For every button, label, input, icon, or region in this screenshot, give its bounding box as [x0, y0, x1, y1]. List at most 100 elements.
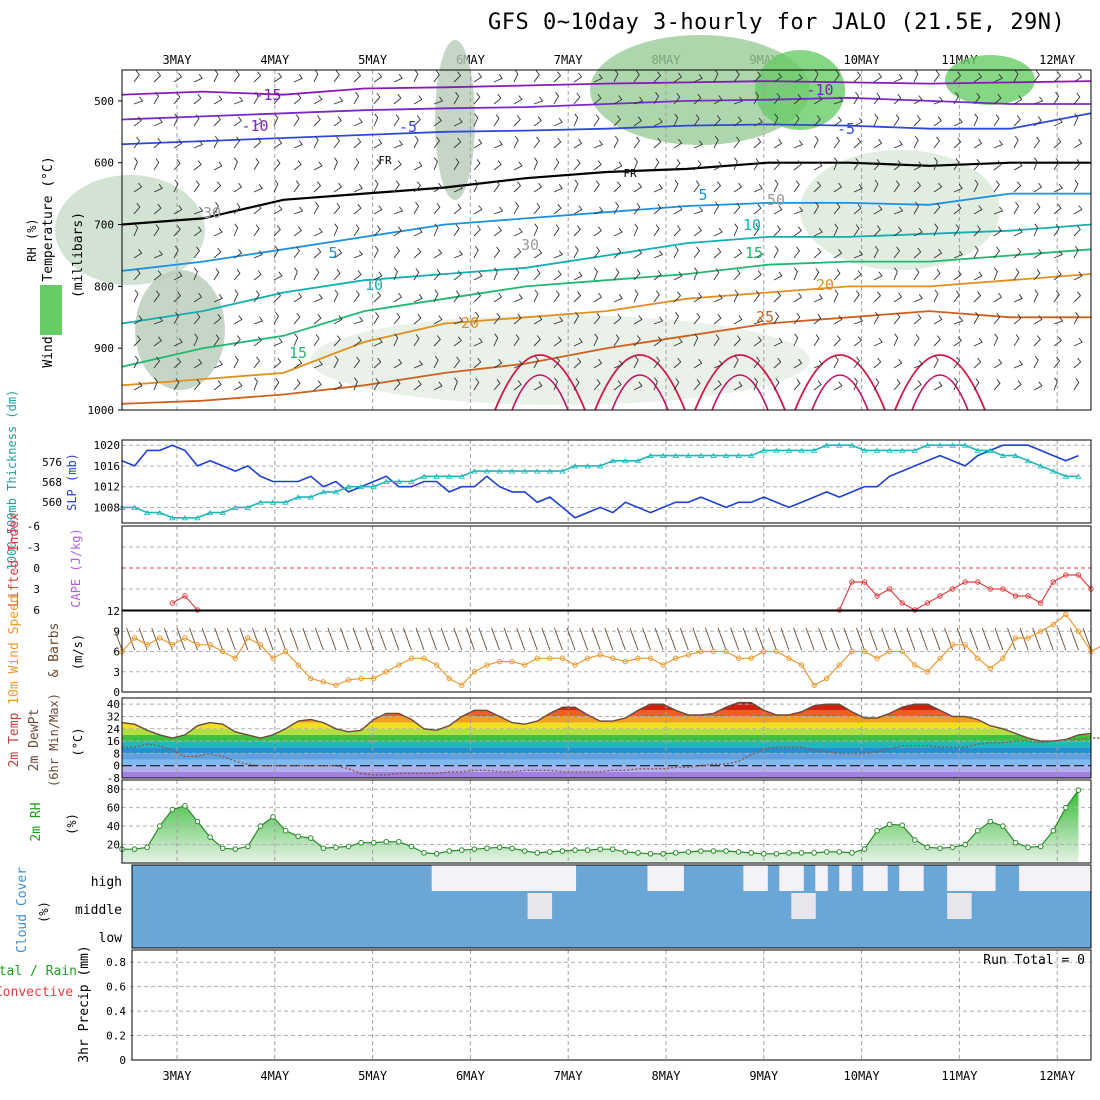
- isotherm-line: [121, 112, 1092, 146]
- wind-barb: [613, 115, 621, 127]
- wind-speed-marker: [446, 675, 452, 682]
- wind-barb: [993, 74, 1003, 83]
- thickness-marker: [181, 515, 189, 521]
- wind-barb: [133, 355, 139, 369]
- wind-barb: [453, 203, 462, 215]
- temp-band: [122, 722, 1091, 729]
- wind-barb: [953, 71, 962, 83]
- wind-speed-marker: [748, 655, 754, 661]
- wind-barb: [133, 248, 143, 259]
- wind-barb: [133, 96, 144, 105]
- wind-barb: [473, 337, 483, 347]
- cloud-cover-background: [132, 865, 1091, 948]
- wind-barb: [353, 224, 360, 237]
- wind-barb: [373, 138, 383, 149]
- wind-barb: [693, 292, 703, 303]
- wind-barb: [833, 116, 842, 127]
- date-label-top: 10MAY: [844, 53, 881, 67]
- wind-barb: [773, 271, 783, 281]
- wind-barb: [667, 627, 677, 651]
- wind-barb: [813, 334, 820, 347]
- wind-barb: [293, 206, 304, 215]
- wind-barb: [393, 160, 402, 171]
- temp-band: [122, 765, 1091, 772]
- wind-barb: [293, 312, 301, 325]
- wind-barb: [853, 137, 862, 149]
- wind-barb: [327, 627, 337, 651]
- wind-barb: [953, 316, 964, 325]
- precip-tick-label: 0.6: [106, 981, 126, 994]
- thickness-marker: [785, 447, 793, 453]
- wind-barb: [1044, 627, 1054, 651]
- wind-barb: [833, 289, 839, 303]
- wind-barb: [473, 113, 479, 127]
- cloud-high-cell: [563, 865, 577, 891]
- isotherm-line: [121, 223, 1092, 325]
- wind-speed-marker: [874, 655, 880, 661]
- wind-barb: [753, 137, 762, 149]
- wind-barb: [333, 157, 338, 171]
- wind-barb: [1033, 116, 1042, 127]
- wind-barb: [973, 378, 980, 391]
- wind-barb: [893, 312, 901, 325]
- wind-barb: [713, 95, 723, 105]
- wind-barb: [953, 224, 960, 237]
- wind-barb: [176, 627, 186, 651]
- wind-barb: [533, 355, 539, 369]
- isotherm-line: [494, 354, 586, 411]
- wind-barb: [173, 179, 179, 193]
- wind-barb: [173, 311, 180, 325]
- wind-barb: [253, 250, 264, 259]
- wind-ylabel-a: 10m Wind Speed: [7, 595, 22, 705]
- isotherm-line: [811, 374, 869, 411]
- wind-barb: [133, 136, 141, 149]
- lifted-index-marker: [924, 600, 931, 606]
- wind-barb: [933, 157, 938, 171]
- wind-barb: [213, 380, 222, 391]
- cloud-ylabel: Cloud Cover: [15, 867, 30, 953]
- thickness-marker: [370, 483, 377, 490]
- wind-barb: [906, 627, 916, 651]
- wind-barb: [513, 95, 523, 105]
- temp-tick-label: 24: [107, 723, 121, 736]
- wind-barb: [753, 117, 763, 127]
- wind-barb: [193, 379, 201, 391]
- wind-barb: [1033, 96, 1044, 105]
- wind-barb: [693, 379, 701, 391]
- wind-barb: [654, 627, 664, 651]
- lifted-index-marker: [1050, 579, 1056, 585]
- wind-barb: [173, 291, 182, 303]
- temp-ylabel-c: (6hr Min/Max): [47, 693, 61, 787]
- wind-barb: [393, 312, 401, 325]
- wind-barb: [933, 223, 939, 237]
- isotherm-label: -5: [399, 118, 417, 136]
- wind-barb: [302, 627, 312, 651]
- wind-barb: [693, 358, 703, 369]
- thickness-marker: [622, 457, 629, 464]
- date-label-top: 5MAY: [358, 53, 388, 67]
- isotherm-label: 30: [203, 204, 221, 222]
- thickness-marker: [672, 452, 679, 458]
- wind-barb: [1033, 315, 1043, 325]
- wind-barb: [613, 247, 622, 259]
- wind-barb: [780, 627, 790, 651]
- wind-barb: [473, 205, 483, 215]
- wind-barb: [653, 184, 663, 193]
- wind-barb: [593, 206, 604, 215]
- precip-tick-label: 0: [119, 1054, 126, 1067]
- wind-barb: [713, 334, 720, 347]
- wind-barb: [633, 335, 641, 347]
- wind-barb: [773, 92, 781, 105]
- wind-barb: [173, 225, 181, 237]
- wind-speed-marker: [886, 648, 893, 655]
- wind-barb: [753, 91, 760, 105]
- wind-barb: [813, 268, 820, 281]
- wind-barb: [373, 357, 382, 369]
- wind-barb: [733, 315, 743, 325]
- thickness-ylabel: 1000~500mb Thickness (dm): [5, 390, 19, 571]
- wind-speed-marker: [282, 648, 289, 655]
- pressure-tick-label: 800: [94, 280, 114, 293]
- lifted-index-frame: [121, 525, 1092, 611]
- wind-barb: [533, 315, 543, 325]
- wind-barb: [173, 378, 180, 391]
